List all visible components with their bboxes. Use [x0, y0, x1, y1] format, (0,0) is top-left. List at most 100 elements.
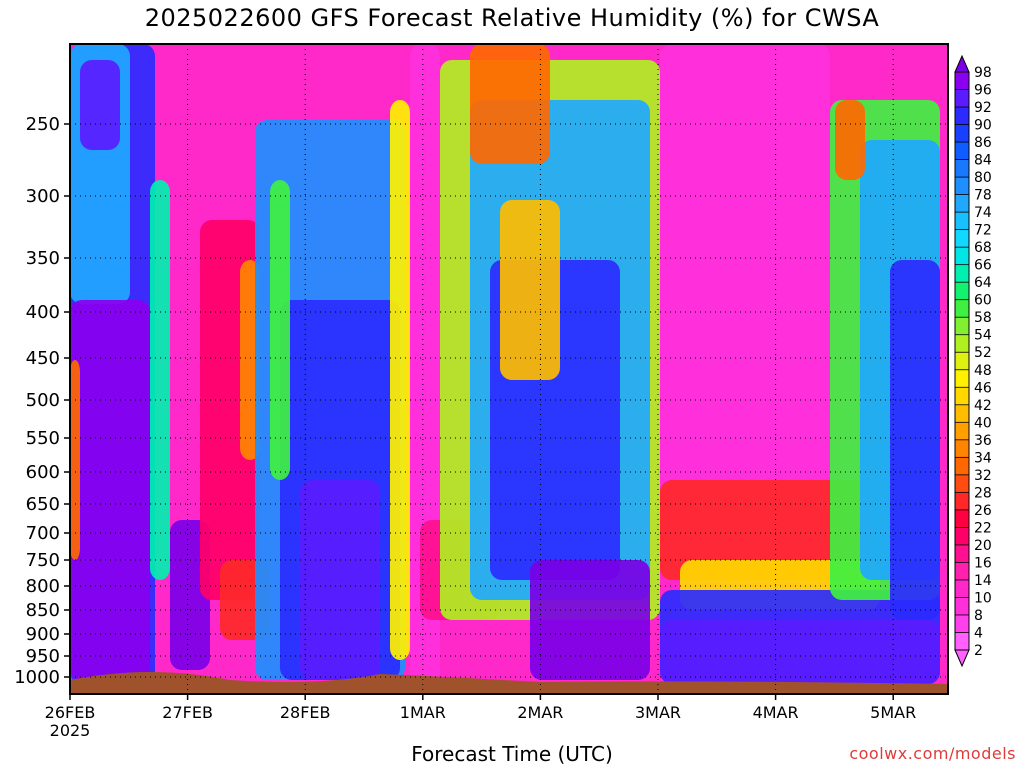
colorbar-swatch-30: [955, 597, 969, 616]
colorbar-label-16: 16: [974, 555, 992, 571]
y-tick-label-650: 650: [26, 494, 60, 515]
colorbar-swatch-11: [955, 264, 969, 283]
colorbar-label-8: 8: [974, 608, 983, 624]
colorbar-label-60: 60: [974, 293, 992, 309]
rh-region-31: [835, 100, 865, 180]
colorbar-label-34: 34: [974, 450, 992, 466]
colorbar-swatch-22: [955, 457, 969, 476]
rh-region-24: [660, 480, 870, 580]
colorbar-label-90: 90: [974, 118, 992, 134]
colorbar-swatch-20: [955, 422, 969, 441]
colorbar-swatch-5: [955, 159, 969, 178]
colorbar-swatch-6: [955, 177, 969, 196]
colorbar-swatch-10: [955, 247, 969, 266]
colorbar-swatch-12: [955, 282, 969, 301]
colorbar-bottom-arrow: [954, 649, 970, 668]
colorbar-swatch-26: [955, 527, 969, 546]
colorbar-swatch-8: [955, 212, 969, 231]
colorbar-swatch-14: [955, 317, 969, 336]
colorbar-label-86: 86: [974, 135, 992, 151]
y-tick-label-350: 350: [26, 248, 60, 269]
rh-region-20: [470, 44, 550, 164]
rh-region-30: [890, 260, 940, 620]
colorbar-label-68: 68: [974, 240, 992, 256]
colorbar-label-2: 2: [974, 643, 983, 659]
colorbar-swatch-24: [955, 492, 969, 511]
colorbar-swatch-28: [955, 562, 969, 581]
colorbar-label-26: 26: [974, 503, 992, 519]
x-tick-label-2MAR: 2MAR: [517, 703, 563, 722]
rh-region-23: [660, 44, 830, 564]
colorbar-swatch-25: [955, 509, 969, 528]
x-year-label: 2025: [50, 721, 91, 740]
colorbar-swatch-23: [955, 474, 969, 493]
x-axis-title: Forecast Time (UTC): [411, 742, 613, 766]
colorbar-swatch-16: [955, 352, 969, 371]
colorbar-label-52: 52: [974, 345, 992, 361]
colorbar-swatch-29: [955, 579, 969, 598]
x-tick-label-1MAR: 1MAR: [400, 703, 446, 722]
colorbar-label-46: 46: [974, 380, 992, 396]
rh-region-27: [660, 620, 940, 684]
colorbar-label-78: 78: [974, 188, 992, 204]
y-tick-label-550: 550: [26, 428, 60, 449]
colorbar-label-98: 98: [974, 65, 992, 81]
colorbar-label-22: 22: [974, 520, 992, 536]
y-tick-label-950: 950: [26, 646, 60, 667]
colorbar-label-72: 72: [974, 223, 992, 239]
y-tick-label-750: 750: [26, 550, 60, 571]
y-tick-label-450: 450: [26, 348, 60, 369]
y-tick-label-900: 900: [26, 624, 60, 645]
colorbar-label-54: 54: [974, 328, 992, 344]
colorbar-label-28: 28: [974, 485, 992, 501]
colorbar-label-66: 66: [974, 258, 992, 274]
colorbar-label-4: 4: [974, 625, 983, 641]
colorbar-label-64: 64: [974, 275, 992, 291]
y-tick-label-500: 500: [26, 390, 60, 411]
rh-region-5: [150, 180, 170, 580]
y-tick-label-250: 250: [26, 114, 60, 135]
colorbar-label-42: 42: [974, 398, 992, 414]
colorbar-swatch-0: [955, 72, 969, 91]
y-tick-label-600: 600: [26, 462, 60, 483]
colorbar-label-36: 36: [974, 433, 992, 449]
colorbar-label-96: 96: [974, 83, 992, 99]
colorbar-top-arrow: [954, 54, 970, 73]
rh-region-13: [270, 180, 290, 480]
x-tick-label-26FEB: 26FEB: [45, 703, 96, 722]
colorbar-label-74: 74: [974, 205, 992, 221]
colorbar-label-40: 40: [974, 415, 992, 431]
x-tick-label-3MAR: 3MAR: [635, 703, 681, 722]
y-tick-label-800: 800: [26, 576, 60, 597]
colorbar-swatch-32: [955, 632, 969, 651]
rh-region-2: [80, 60, 120, 150]
colorbar-label-58: 58: [974, 310, 992, 326]
rh-region-12: [300, 480, 380, 680]
x-tick-label-5MAR: 5MAR: [870, 703, 916, 722]
colorbar-swatch-31: [955, 614, 969, 633]
x-tick-label-28FEB: 28FEB: [280, 703, 331, 722]
y-tick-label-400: 400: [26, 302, 60, 323]
y-tick-label-850: 850: [26, 600, 60, 621]
colorbar-label-14: 14: [974, 573, 992, 589]
colorbar-swatch-27: [955, 544, 969, 563]
colorbar-swatch-9: [955, 229, 969, 248]
colorbar-swatch-4: [955, 142, 969, 161]
colorbar-label-32: 32: [974, 468, 992, 484]
colorbar-label-80: 80: [974, 170, 992, 186]
colorbar-swatch-21: [955, 439, 969, 458]
colorbar-swatch-1: [955, 89, 969, 108]
chart-title: 2025022600 GFS Forecast Relative Humidit…: [144, 4, 880, 32]
colorbar-swatch-18: [955, 387, 969, 406]
y-tick-label-700: 700: [26, 523, 60, 544]
source-credit: coolwx.com/models: [849, 744, 1016, 763]
y-tick-label-300: 300: [26, 186, 60, 207]
rh-region-21: [500, 200, 560, 380]
x-tick-label-4MAR: 4MAR: [753, 703, 799, 722]
colorbar-label-20: 20: [974, 538, 992, 554]
colorbar-swatch-19: [955, 404, 969, 423]
terrain-surface: [70, 672, 948, 694]
y-tick-label-1000: 1000: [14, 667, 60, 688]
